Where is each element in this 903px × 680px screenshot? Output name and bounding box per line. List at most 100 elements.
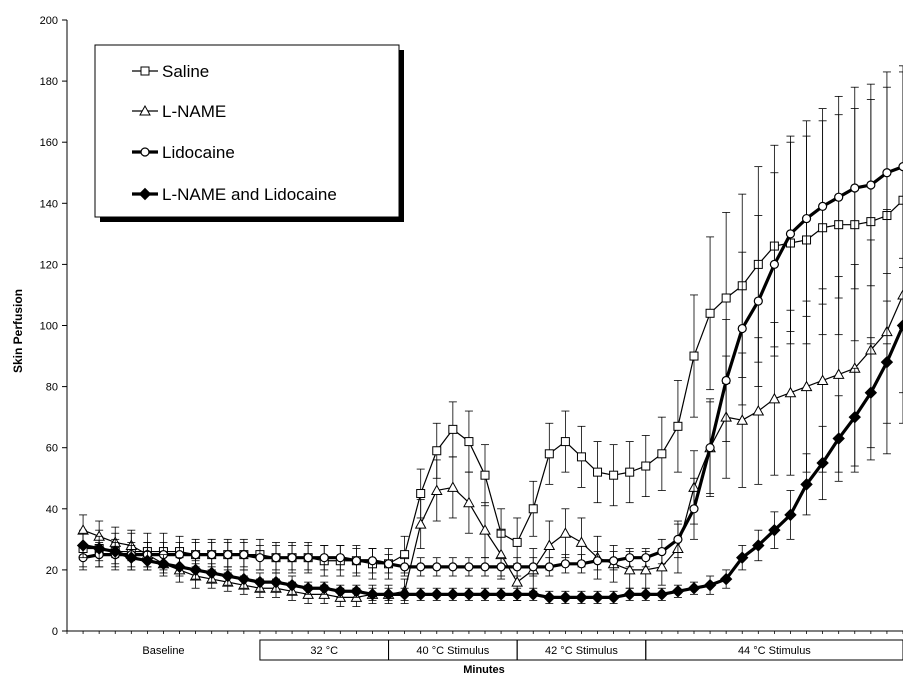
data-point (513, 538, 521, 546)
data-point (222, 571, 233, 582)
data-point (545, 450, 553, 458)
data-point (497, 563, 505, 571)
y-tick-label: 160 (40, 137, 58, 149)
data-point (352, 557, 360, 565)
data-point (190, 564, 201, 575)
data-point (818, 375, 828, 384)
data-point (770, 260, 778, 268)
data-point (674, 422, 682, 430)
data-point (465, 563, 473, 571)
data-point (238, 574, 249, 585)
y-tick-label: 40 (46, 504, 58, 516)
data-point (594, 557, 602, 565)
data-point (415, 589, 426, 600)
y-axis-label: Skin Perfusion (11, 289, 25, 373)
legend-label: Saline (162, 62, 209, 81)
data-point (417, 490, 425, 498)
data-point (786, 230, 794, 238)
y-tick-label: 60 (46, 443, 58, 455)
data-point (753, 406, 763, 415)
data-point (319, 583, 330, 594)
data-point (577, 453, 585, 461)
y-tick-label: 200 (40, 15, 58, 27)
data-point (642, 554, 650, 562)
data-point (883, 169, 891, 177)
data-point (431, 589, 442, 600)
data-point (448, 482, 458, 491)
data-point (447, 589, 458, 600)
data-point (416, 519, 426, 528)
series-4 (78, 258, 903, 603)
data-point (592, 592, 603, 603)
data-point (722, 376, 730, 384)
data-point (899, 163, 903, 171)
y-tick-label: 140 (40, 198, 58, 210)
data-point (399, 589, 410, 600)
data-point (288, 554, 296, 562)
data-point (174, 561, 185, 572)
data-point (658, 450, 666, 458)
data-point (674, 535, 682, 543)
legend-label: L-NAME and Lidocaine (162, 185, 337, 204)
data-point (560, 592, 571, 603)
phase-label: 32 °C (310, 645, 338, 657)
data-point (336, 554, 344, 562)
data-point (640, 589, 651, 600)
data-point (224, 551, 232, 559)
data-point (433, 447, 441, 455)
y-tick-label: 20 (46, 565, 58, 577)
data-point (529, 563, 537, 571)
data-point (512, 577, 522, 586)
series-line (83, 167, 903, 567)
data-point (481, 471, 489, 479)
data-point (898, 290, 903, 299)
data-point (480, 589, 491, 600)
phase-label: 40 °C Stimulus (416, 645, 489, 657)
data-point (401, 563, 409, 571)
data-point (465, 438, 473, 446)
data-point (561, 438, 569, 446)
data-point (881, 357, 892, 368)
data-point (705, 580, 716, 591)
y-tick-label: 80 (46, 382, 58, 394)
data-point (656, 589, 667, 600)
data-point (561, 560, 569, 568)
data-point (899, 196, 903, 204)
data-point (769, 394, 779, 403)
data-point (594, 468, 602, 476)
data-point (287, 580, 298, 591)
y-tick-label: 100 (40, 321, 58, 333)
data-point (544, 592, 555, 603)
data-point (624, 589, 635, 600)
data-point (576, 537, 586, 546)
data-point (513, 563, 521, 571)
data-point (481, 563, 489, 571)
data-point (706, 444, 714, 452)
data-point (320, 554, 328, 562)
data-point (642, 462, 650, 470)
x-axis-label: Minutes (463, 664, 505, 675)
data-point (626, 554, 634, 562)
data-point (512, 589, 523, 600)
data-point (449, 563, 457, 571)
data-point (385, 560, 393, 568)
data-point (819, 202, 827, 210)
data-point (254, 577, 265, 588)
legend-label: L-NAME (162, 102, 226, 121)
data-point (417, 563, 425, 571)
y-tick-label: 180 (40, 76, 58, 88)
data-point (304, 554, 312, 562)
data-point (271, 577, 282, 588)
series-2 (78, 167, 903, 607)
data-point (738, 325, 746, 333)
data-point (449, 425, 457, 433)
data-point (803, 215, 811, 223)
data-point (303, 583, 314, 594)
series-line (83, 326, 903, 598)
data-point (141, 67, 149, 75)
data-point (528, 589, 539, 600)
data-point (272, 554, 280, 562)
data-point (722, 294, 730, 302)
data-point (867, 181, 875, 189)
